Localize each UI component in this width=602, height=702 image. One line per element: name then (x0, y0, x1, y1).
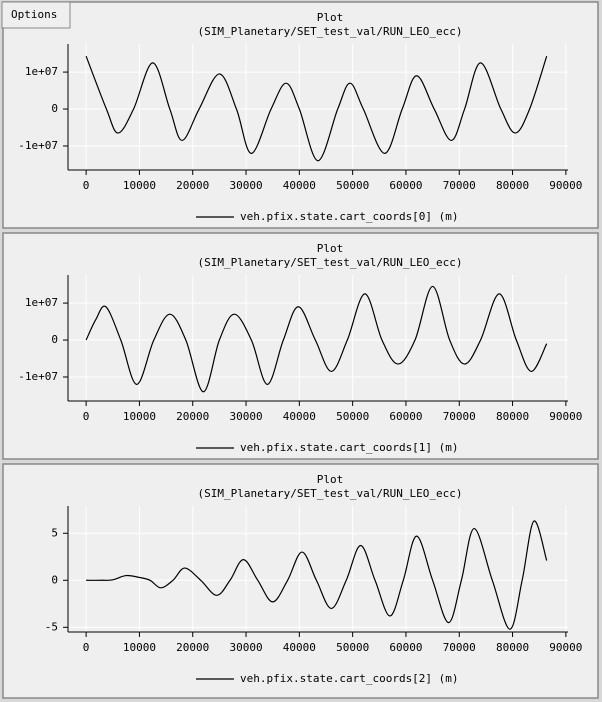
plot-subtitle: (SIM_Planetary/SET_test_val/RUN_LEO_ecc) (198, 25, 463, 38)
y-tick-label: 0 (51, 102, 58, 115)
y-tick-label: 0 (51, 573, 58, 586)
plot-panel: Plot(SIM_Planetary/SET_test_val/RUN_LEO_… (2, 1, 599, 229)
x-tick-label: 10000 (123, 410, 156, 423)
x-tick-label: 20000 (176, 179, 209, 192)
x-tick-label: 20000 (176, 641, 209, 654)
x-tick-label: 30000 (229, 641, 262, 654)
plot-title: Plot (317, 473, 344, 486)
options-button[interactable] (1, 1, 71, 29)
x-tick-label: 40000 (283, 641, 316, 654)
y-tick-label: 0 (51, 333, 58, 346)
data-line (86, 520, 548, 630)
plot-panel: Plot(SIM_Planetary/SET_test_val/RUN_LEO_… (2, 232, 599, 460)
legend-label: veh.pfix.state.cart_coords[1] (m) (240, 441, 459, 454)
data-line (85, 285, 548, 393)
x-tick-label: 0 (83, 179, 90, 192)
y-tick-label: -1e+07 (18, 139, 58, 152)
y-tick-label: 1e+07 (25, 65, 58, 78)
y-tick-label: 5 (51, 526, 58, 539)
panel-frame (2, 232, 599, 460)
y-tick-label: -1e+07 (18, 370, 58, 383)
plot-subtitle: (SIM_Planetary/SET_test_val/RUN_LEO_ecc) (198, 487, 463, 500)
x-tick-label: 0 (83, 641, 90, 654)
x-tick-label: 80000 (496, 641, 529, 654)
legend-label: veh.pfix.state.cart_coords[2] (m) (240, 672, 459, 685)
x-tick-label: 90000 (549, 410, 582, 423)
x-tick-label: 50000 (336, 641, 369, 654)
x-tick-label: 50000 (336, 410, 369, 423)
data-line (85, 55, 548, 162)
y-tick-label: -5 (45, 620, 58, 633)
x-tick-label: 90000 (549, 641, 582, 654)
x-tick-label: 30000 (229, 179, 262, 192)
x-tick-label: 50000 (336, 179, 369, 192)
plot-title: Plot (317, 242, 344, 255)
x-tick-label: 40000 (283, 179, 316, 192)
x-tick-label: 10000 (123, 179, 156, 192)
x-tick-label: 60000 (389, 641, 422, 654)
x-tick-label: 40000 (283, 410, 316, 423)
x-tick-label: 70000 (443, 179, 476, 192)
x-tick-label: 0 (83, 410, 90, 423)
x-tick-label: 30000 (229, 410, 262, 423)
x-tick-label: 90000 (549, 179, 582, 192)
options-label[interactable]: Options (11, 8, 57, 21)
x-tick-label: 60000 (389, 410, 422, 423)
plot-subtitle: (SIM_Planetary/SET_test_val/RUN_LEO_ecc) (198, 256, 463, 269)
legend-label: veh.pfix.state.cart_coords[0] (m) (240, 210, 459, 223)
panel-frame (2, 1, 599, 229)
x-tick-label: 70000 (443, 410, 476, 423)
x-tick-label: 10000 (123, 641, 156, 654)
x-tick-label: 60000 (389, 179, 422, 192)
plot-panel: Plot(SIM_Planetary/SET_test_val/RUN_LEO_… (2, 463, 599, 699)
x-tick-label: 70000 (443, 641, 476, 654)
plot-title: Plot (317, 11, 344, 24)
x-tick-label: 80000 (496, 410, 529, 423)
y-tick-label: 1e+07 (25, 296, 58, 309)
panel-frame (2, 463, 599, 699)
x-tick-label: 20000 (176, 410, 209, 423)
x-tick-label: 80000 (496, 179, 529, 192)
